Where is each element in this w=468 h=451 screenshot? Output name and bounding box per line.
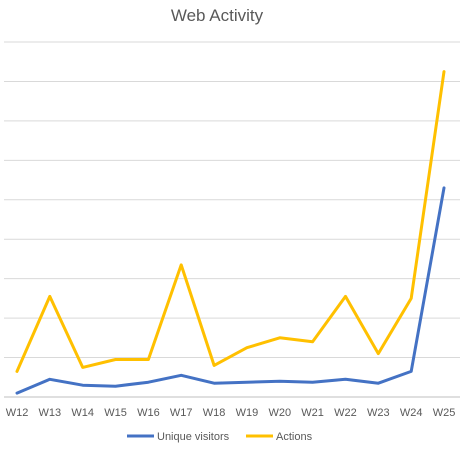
data-point [442, 186, 446, 190]
data-point [114, 384, 117, 388]
x-tick-label: W19 [236, 407, 259, 419]
data-point [81, 366, 84, 369]
x-tick-label: W20 [268, 407, 291, 419]
data-point [344, 378, 347, 381]
legend-label: Actions [276, 431, 313, 443]
data-point [278, 336, 281, 340]
data-point [311, 340, 314, 343]
data-point [81, 383, 84, 387]
data-point [48, 378, 52, 381]
data-point [212, 381, 216, 385]
series-lines [15, 70, 446, 395]
data-point [377, 352, 380, 355]
x-tick-label: W12 [6, 407, 29, 419]
x-tick-labels: W12 W13 W14 W15 W16 W17 W18 W19 W20 W21 W22 W23 W24 W… [6, 407, 456, 419]
data-point [245, 381, 249, 384]
x-tick-label: W17 [170, 407, 193, 419]
data-point [245, 346, 249, 349]
legend-label: Unique visitors [157, 431, 230, 443]
data-point [278, 380, 281, 383]
data-point [377, 381, 380, 385]
x-tick-label: W24 [400, 407, 423, 419]
data-point [409, 297, 413, 300]
data-point [15, 370, 19, 373]
x-tick-label: W23 [367, 407, 390, 419]
data-point [212, 364, 216, 367]
data-point [180, 374, 183, 377]
data-point [15, 391, 19, 395]
series-line-1 [15, 70, 446, 373]
x-tick-label: W16 [137, 407, 160, 419]
data-point [311, 381, 314, 384]
data-point [147, 381, 150, 384]
data-point [114, 358, 117, 361]
x-tick-label: W18 [203, 407, 226, 419]
data-point [147, 358, 150, 361]
series-line-0 [15, 186, 446, 395]
x-tick-label: W22 [334, 407, 357, 419]
data-point [48, 295, 52, 298]
x-tick-label: W14 [71, 407, 94, 419]
data-point [442, 70, 446, 73]
data-point [180, 263, 183, 267]
legend: Unique visitors Actions [127, 431, 313, 443]
x-tick-label: W15 [104, 407, 127, 419]
chart-title: Web Activity [170, 6, 264, 25]
x-tick-label: W25 [433, 407, 456, 419]
x-tick-label: W21 [301, 407, 324, 419]
data-point [344, 295, 347, 298]
gridlines [4, 41, 460, 359]
x-tick-label: W13 [39, 407, 62, 419]
data-point [409, 370, 413, 373]
